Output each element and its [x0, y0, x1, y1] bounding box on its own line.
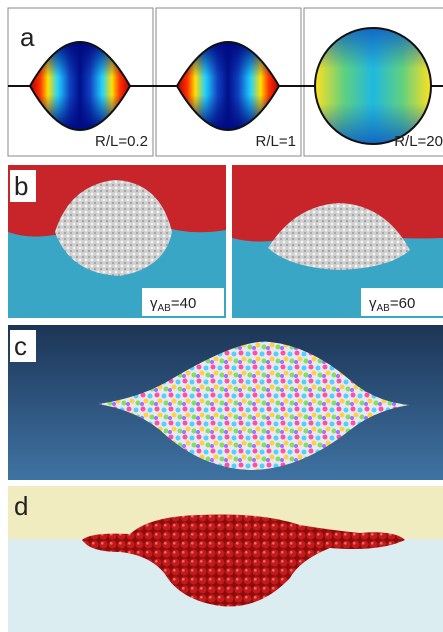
caption: R/L=20 — [394, 133, 443, 150]
droplet — [315, 28, 431, 144]
panel-label: c — [14, 331, 27, 361]
figure: a R/L=0.2 R/L=1 R/L=20 b γAB=40 γAB=60 c… — [0, 0, 443, 632]
panel-label: d — [14, 491, 28, 521]
panel-b: b γAB=40 γAB=60 — [8, 165, 443, 318]
panel-a: a R/L=0.2 R/L=1 R/L=20 — [8, 8, 443, 156]
caption: γAB=60 — [369, 295, 415, 314]
panel-label: a — [20, 22, 35, 52]
caption: γAB=40 — [150, 295, 196, 314]
panel-label: b — [14, 171, 28, 201]
caption-value: =60 — [390, 295, 415, 312]
caption-value: =40 — [171, 295, 196, 312]
panel-c: c — [8, 325, 443, 480]
caption: R/L=1 — [256, 133, 296, 150]
subscript: AB — [377, 303, 391, 314]
subscript: AB — [158, 303, 172, 314]
panel-d: d — [8, 486, 443, 632]
caption: R/L=0.2 — [95, 133, 148, 150]
